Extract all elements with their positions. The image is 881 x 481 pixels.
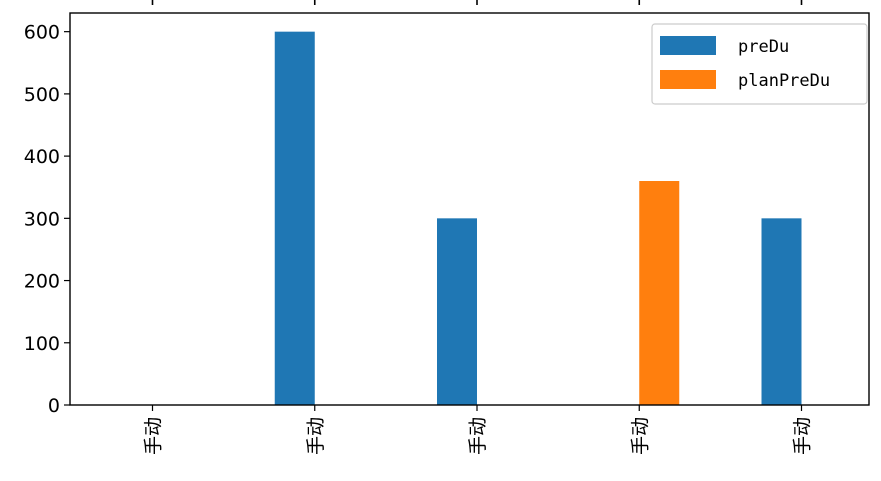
legend: preDu planPreDu: [651, 23, 868, 105]
y-tick-label: 300: [24, 208, 60, 230]
y-tick-label: 600: [24, 22, 60, 44]
bar-preDu-4: [761, 218, 802, 405]
x-tick-label: 手动: [467, 417, 489, 455]
bar-preDu-1: [274, 31, 315, 406]
y-tick-label: 400: [24, 146, 60, 168]
bar-preDu-2: [437, 218, 477, 405]
y-tick-label: 200: [24, 271, 60, 293]
legend-swatch-preDu: [660, 36, 716, 55]
x-tick-label: 手动: [792, 417, 814, 455]
plot-frame: [69, 12, 870, 406]
bars-layer: [274, 31, 802, 406]
y-tick-label: 100: [24, 333, 60, 355]
x-tick-label: 手动: [305, 417, 327, 455]
y-tick-label: 500: [24, 84, 60, 106]
axes-layer: 0 100 200 300 400 500 600 手动 手动 手动 手动 手动: [24, 0, 870, 455]
x-tick-label: 手动: [143, 417, 165, 455]
y-tick-label: 0: [48, 395, 60, 417]
legend-label-planPreDu: planPreDu: [738, 71, 830, 91]
legend-label-preDu: preDu: [738, 37, 789, 57]
bar-planPreDu-3: [639, 181, 680, 405]
x-tick-label: 手动: [629, 417, 651, 455]
legend-swatch-planPreDu: [660, 70, 716, 89]
